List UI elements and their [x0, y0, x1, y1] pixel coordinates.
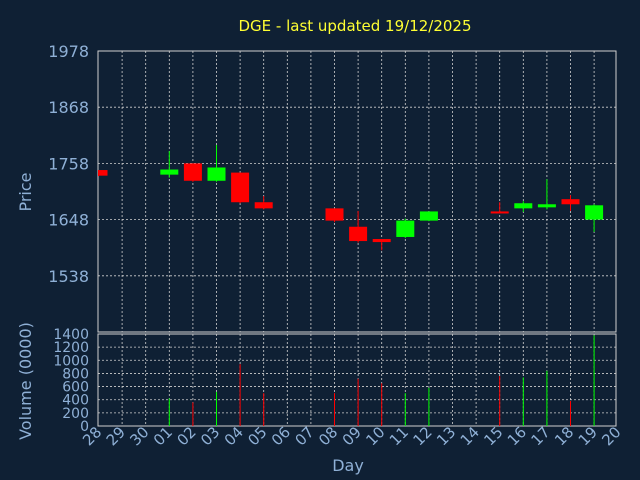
price-tick-label: 1868: [48, 98, 89, 117]
volume-tick-label: 1400: [53, 327, 89, 343]
price-axis-ticks: 1978 1868 1758 1648 1538: [48, 42, 89, 286]
candle-body: [561, 199, 580, 205]
volume-axis-label: Volume (0000): [16, 322, 35, 440]
candle-16: [514, 201, 533, 212]
candle-09: [349, 210, 368, 243]
candles: [98, 145, 604, 251]
candle-05: [254, 196, 273, 210]
price-tick-label: 1538: [48, 267, 89, 286]
candle-body: [254, 202, 273, 209]
x-axis-label: Day: [332, 456, 364, 475]
volume-tick-label: 200: [62, 406, 89, 422]
candle-body: [396, 220, 415, 237]
price-tick-label: 1978: [48, 42, 89, 61]
volume-tick-label: 0: [80, 419, 89, 435]
volume-tick-label: 400: [62, 393, 89, 409]
candle-body: [585, 205, 604, 220]
candle-body: [231, 172, 250, 203]
volume-bars: [168, 335, 595, 426]
candle-15: [490, 202, 509, 214]
candle-01: [160, 151, 179, 178]
candle-body: [372, 239, 391, 243]
candle-18: [561, 195, 580, 211]
candle-body: [514, 203, 533, 209]
volume-tick-label: 1000: [53, 353, 89, 369]
volume-tick-label: 600: [62, 380, 89, 396]
price-tick-label: 1648: [48, 211, 89, 230]
candle-04: [231, 172, 250, 204]
chart-title: DGE - last updated 19/12/2025: [238, 17, 471, 35]
candle-28: [98, 170, 108, 177]
candle-body: [207, 167, 226, 181]
candle-11: [396, 218, 415, 238]
volume-panel-frame: [97, 333, 617, 427]
candle-19: [585, 204, 604, 232]
candle-body: [419, 211, 438, 221]
volume-tick-label: 1200: [53, 340, 89, 356]
volume-tick-label: 800: [62, 366, 89, 382]
candle-08: [325, 208, 344, 223]
candle-12: [419, 211, 438, 222]
candle-body: [99, 170, 108, 176]
candle-10: [372, 239, 391, 251]
candle-03: [207, 145, 226, 182]
candle-body: [183, 163, 202, 181]
candle-body: [160, 169, 179, 175]
candle-17: [537, 179, 556, 210]
candle-02: [183, 163, 202, 182]
price-axis-label: Price: [16, 172, 35, 211]
candle-body: [537, 204, 556, 208]
candle-body: [349, 226, 368, 242]
price-tick-label: 1758: [48, 154, 89, 173]
candle-body: [325, 208, 344, 221]
price-panel-frame: [97, 50, 617, 333]
candle-body: [490, 211, 509, 214]
day-axis-ticks: 2829300102030405060708091011121314151617…: [79, 423, 624, 449]
